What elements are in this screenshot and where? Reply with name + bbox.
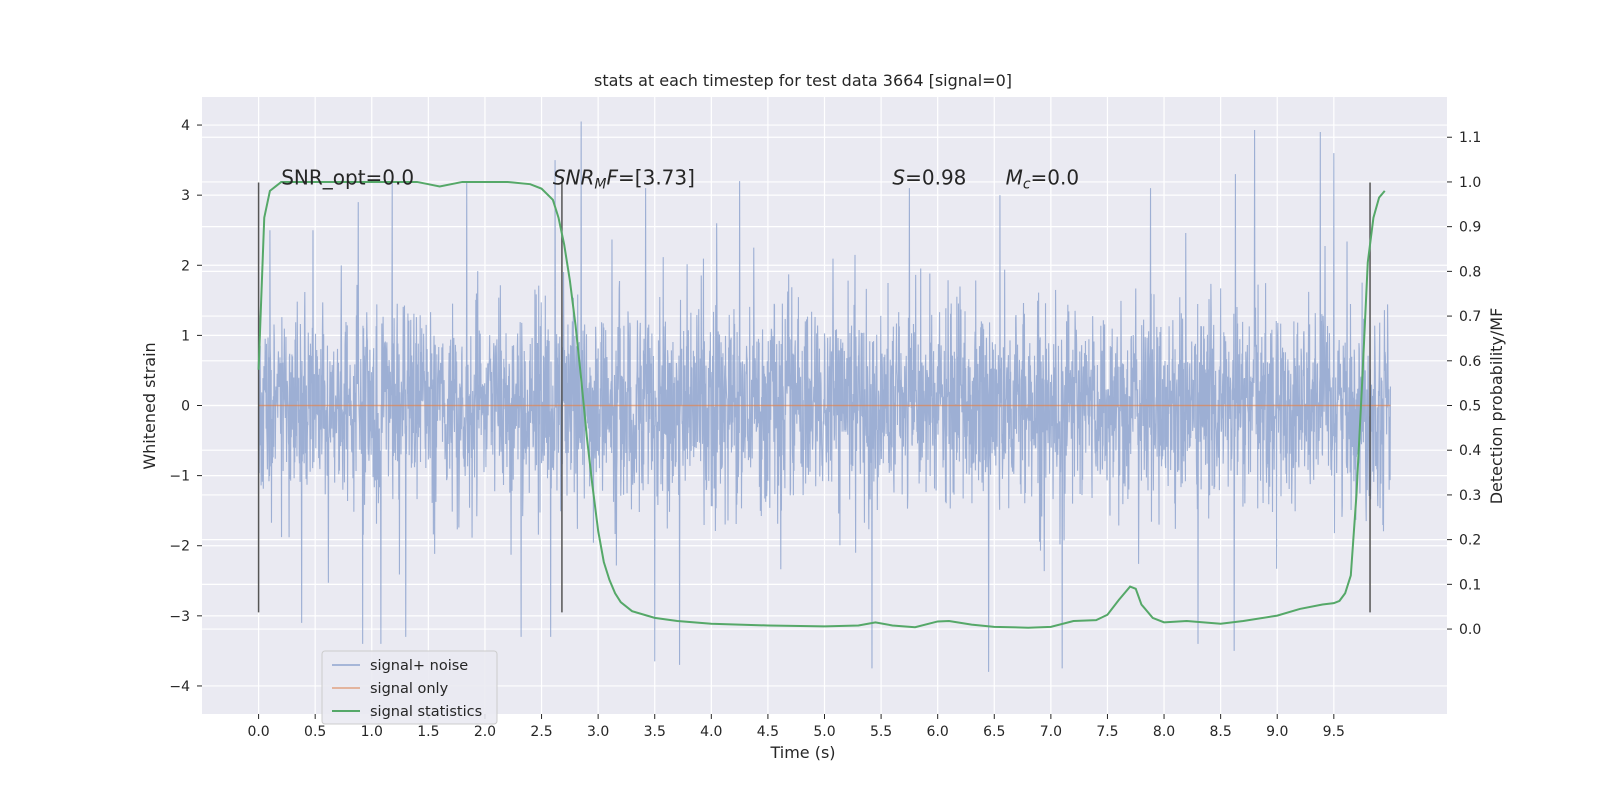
- signal-statistics-line: [257, 180, 1386, 629]
- legend-label: signal+ noise: [370, 658, 468, 674]
- legend-box: [321, 650, 498, 725]
- x-tick-label: 3.5: [644, 724, 666, 740]
- y-tick-label-right: 1.1: [1459, 130, 1481, 146]
- y-tick-label-right: 0.6: [1459, 354, 1481, 370]
- y-tick-label-left: −1: [169, 469, 190, 485]
- x-tick-label: 0.0: [247, 724, 269, 740]
- x-tick-label: 0.5: [304, 724, 326, 740]
- x-tick-label: 6.0: [927, 724, 949, 740]
- x-tick-label: 5.5: [870, 724, 892, 740]
- y-tick-label-right: 0.4: [1459, 443, 1481, 459]
- y-tick-label-right: 0.9: [1459, 220, 1481, 236]
- y-tick-label-left: 4: [181, 118, 190, 134]
- y-tick-label-right: 0.7: [1459, 309, 1481, 325]
- y-tick-label-right: 0.0: [1459, 622, 1481, 638]
- x-tick-label: 1.0: [361, 724, 383, 740]
- y-tick-label-left: −4: [169, 679, 190, 695]
- x-tick-label: 9.5: [1323, 724, 1345, 740]
- y-tick-label-right: 0.1: [1459, 577, 1481, 593]
- annotation-text: S=0.98: [892, 166, 966, 190]
- x-tick-label: 7.0: [1040, 724, 1062, 740]
- y-tick-label-right: 0.5: [1459, 399, 1481, 415]
- chart-title: stats at each timestep for test data 366…: [594, 71, 1012, 90]
- x-tick-label: 9.0: [1266, 724, 1288, 740]
- y-tick-label-left: −3: [169, 609, 190, 625]
- x-tick-label: 2.0: [474, 724, 496, 740]
- x-tick-label: 5.0: [813, 724, 835, 740]
- legend-label: signal only: [370, 681, 449, 697]
- x-tick-label: 7.5: [1096, 724, 1118, 740]
- y-tick-label-left: 0: [181, 399, 190, 415]
- x-tick-label: 8.0: [1153, 724, 1175, 740]
- legend-label: signal statistics: [370, 704, 482, 720]
- y-tick-label-right: 1.0: [1459, 175, 1481, 191]
- annotation-text: Mc=0.0: [1006, 166, 1080, 193]
- x-tick-label: 4.0: [700, 724, 722, 740]
- annotation-text: SNR_opt=0.0: [281, 166, 414, 190]
- y-tick-label-left: 1: [181, 328, 190, 344]
- signal-noise-line: [258, 121, 1391, 672]
- x-tick-label: 4.5: [757, 724, 779, 740]
- y-tick-label-right: 0.3: [1459, 488, 1481, 504]
- x-tick-label: 6.5: [983, 724, 1005, 740]
- x-tick-label: 1.5: [417, 724, 439, 740]
- y-axis-label-left: Whitened strain: [140, 342, 159, 469]
- y-tick-label-left: 2: [181, 258, 190, 274]
- y-axis-label-right: Detection probability/MF: [1487, 308, 1506, 505]
- x-axis-label: Time (s): [769, 743, 835, 762]
- y-tick-label-right: 0.2: [1459, 533, 1481, 549]
- x-tick-label: 2.5: [530, 724, 552, 740]
- x-tick-label: 3.0: [587, 724, 609, 740]
- x-tick-label: 8.5: [1210, 724, 1232, 740]
- y-tick-label-left: 3: [181, 188, 190, 204]
- y-tick-label-left: −2: [169, 539, 190, 555]
- y-tick-label-right: 0.8: [1459, 264, 1481, 280]
- annotation-text: SNRMF=[3.73]: [553, 166, 695, 193]
